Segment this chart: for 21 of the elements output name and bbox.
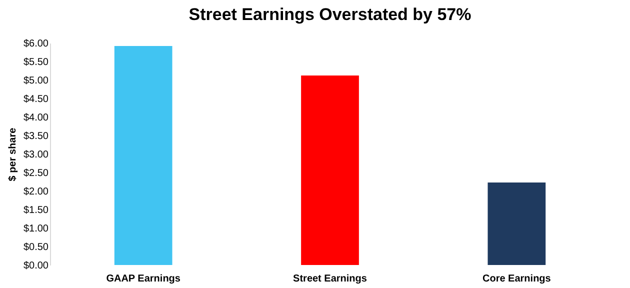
x-tick-label: Street Earnings xyxy=(293,274,368,284)
y-tick-label: $3.00 xyxy=(23,150,49,160)
y-tick-label: $0.00 xyxy=(23,260,49,272)
y-tick-label: $0.50 xyxy=(23,242,49,253)
y-tick-label: $5.00 xyxy=(23,76,49,86)
y-tick-label: $3.50 xyxy=(23,131,49,142)
x-tick-label: GAAP Earnings xyxy=(106,274,181,284)
y-tick-label: $5.50 xyxy=(23,57,49,68)
y-axis-title: $ per share xyxy=(7,127,18,182)
y-tick-label: $4.00 xyxy=(23,112,49,124)
bar xyxy=(114,46,172,265)
y-tick-label: $1.00 xyxy=(23,224,49,234)
y-tick-label: $4.50 xyxy=(23,94,49,105)
y-tick-label: $1.50 xyxy=(23,205,49,216)
bar xyxy=(301,76,359,265)
chart-title: Street Earnings Overstated by 57% xyxy=(188,5,472,24)
y-tick-label: $2.50 xyxy=(23,168,49,179)
x-tick-label: Core Earnings xyxy=(482,274,552,284)
y-tick-label: $2.00 xyxy=(23,186,49,198)
bar xyxy=(488,182,546,265)
y-tick-label: $6.00 xyxy=(23,38,49,50)
